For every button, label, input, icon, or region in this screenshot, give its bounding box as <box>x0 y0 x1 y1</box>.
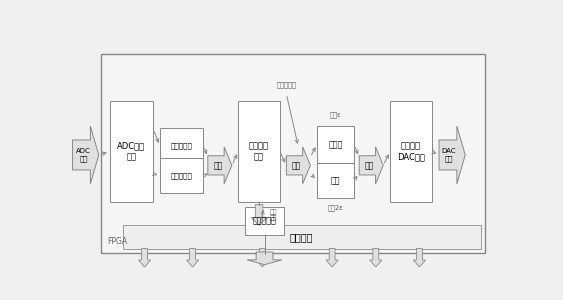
Text: 解调滤波
反馈: 解调滤波 反馈 <box>249 141 269 161</box>
Text: 阶梯波高度: 阶梯波高度 <box>276 81 296 88</box>
Polygon shape <box>256 248 269 267</box>
Text: FPGA: FPGA <box>108 237 128 246</box>
Text: 阶梯波: 阶梯波 <box>328 140 342 149</box>
Bar <box>160 128 203 163</box>
Text: 周期2ε: 周期2ε <box>327 205 343 211</box>
Polygon shape <box>208 147 232 184</box>
Text: 相减: 相减 <box>213 161 222 170</box>
Bar <box>101 55 485 253</box>
Text: 积分
运算: 积分 运算 <box>270 209 278 221</box>
Polygon shape <box>326 248 338 267</box>
Bar <box>123 225 480 248</box>
Text: 电流值输出: 电流值输出 <box>253 216 276 225</box>
Text: ADC信号
模块: ADC信号 模块 <box>118 141 145 161</box>
Polygon shape <box>413 248 426 267</box>
Bar <box>238 101 280 202</box>
Polygon shape <box>186 248 199 267</box>
Text: 时序控制: 时序控制 <box>290 232 314 242</box>
Polygon shape <box>370 248 382 267</box>
Text: DAC
电路: DAC 电路 <box>442 148 456 162</box>
Text: 叠加: 叠加 <box>365 161 374 170</box>
Bar <box>110 101 153 202</box>
Polygon shape <box>251 205 267 225</box>
Polygon shape <box>73 126 99 184</box>
Polygon shape <box>138 248 151 267</box>
Text: 上半周采样: 上半周采样 <box>171 142 193 149</box>
Bar <box>390 101 432 202</box>
Bar <box>160 158 203 193</box>
Text: ADC
电路: ADC 电路 <box>76 148 91 162</box>
Text: 调制信号
DAC模块: 调制信号 DAC模块 <box>397 141 425 161</box>
Bar <box>245 207 284 235</box>
Bar <box>317 126 354 163</box>
Text: 方波: 方波 <box>330 176 340 185</box>
Polygon shape <box>359 147 383 184</box>
Text: 下半周采样: 下半周采样 <box>171 172 193 179</box>
Text: 叠加: 叠加 <box>292 161 301 170</box>
Bar <box>317 163 354 198</box>
Polygon shape <box>247 252 282 265</box>
Text: 步长ε: 步长ε <box>329 111 341 118</box>
Polygon shape <box>287 147 310 184</box>
Polygon shape <box>439 126 465 184</box>
